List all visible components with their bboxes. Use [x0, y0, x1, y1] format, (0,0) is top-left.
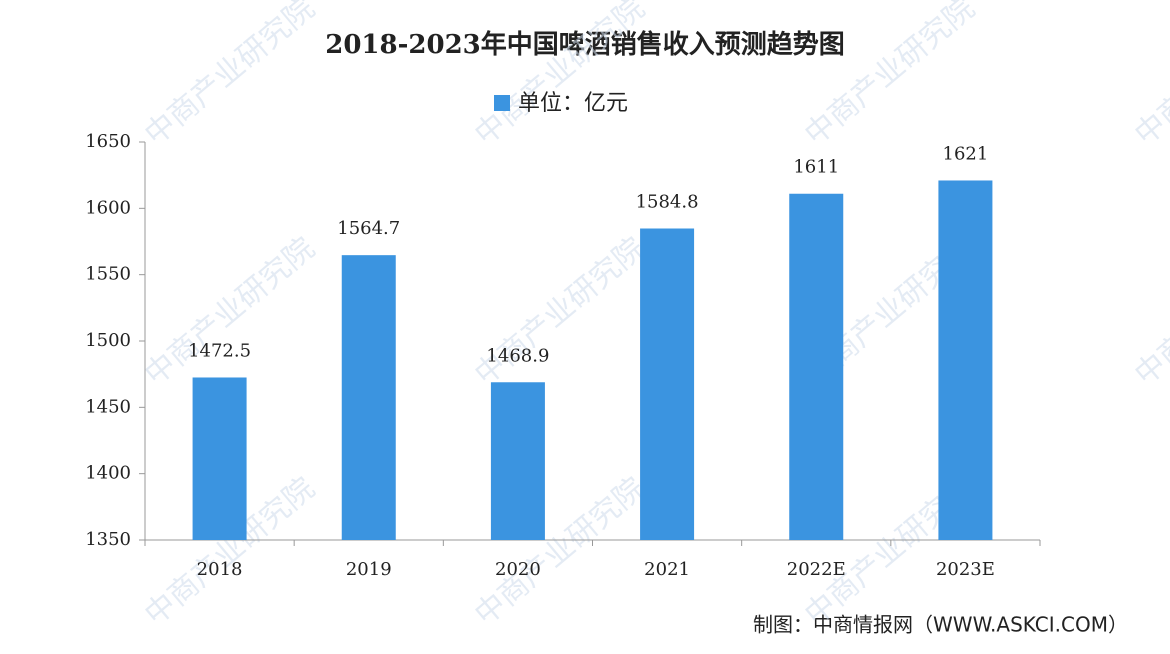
y-tick-label: 1350 [85, 529, 131, 550]
watermark: 中商产业研究院 [138, 231, 321, 393]
data-label: 1564.7 [337, 218, 400, 239]
chart-title: 2018-2023年中国啤酒销售收入预测趋势图 [325, 29, 845, 60]
legend-label: 单位：亿元 [518, 91, 628, 116]
data-label: 1468.9 [486, 345, 549, 366]
watermark: 中商产业研究院 [1128, 231, 1170, 393]
bar [490, 382, 545, 540]
x-tick-label: 2020 [495, 559, 541, 580]
x-tick-label: 2022E [787, 559, 846, 580]
x-tick-label: 2019 [346, 559, 392, 580]
x-tick-label: 2023E [936, 559, 995, 580]
watermark: 中商产业研究院 [468, 231, 651, 393]
watermark: 中商产业研究院 [1128, 0, 1170, 153]
data-label: 1621 [943, 143, 989, 164]
y-tick-label: 1500 [85, 330, 131, 351]
y-tick-label: 1400 [85, 463, 131, 484]
bar [640, 228, 695, 541]
watermark: 中商产业研究院 [798, 0, 981, 153]
x-tick-label: 2021 [644, 559, 690, 580]
y-tick-label: 1650 [85, 131, 131, 152]
watermark: 中商产业研究院 [138, 0, 321, 153]
bar [789, 193, 844, 541]
y-tick-label: 1550 [85, 264, 131, 285]
data-label: 1611 [793, 157, 839, 178]
y-tick-label: 1450 [85, 396, 131, 417]
legend-swatch [494, 95, 510, 111]
bar [938, 180, 993, 540]
bar [192, 377, 247, 540]
data-label: 1472.5 [188, 340, 251, 361]
bar [341, 255, 396, 540]
data-label: 1584.8 [636, 191, 699, 212]
source-note: 制图：中商情报网（WWW.ASKCI.COM） [753, 613, 1128, 637]
watermark: 中商产业研究院 [468, 0, 651, 153]
x-tick-label: 2018 [197, 559, 243, 580]
y-tick-label: 1600 [85, 197, 131, 218]
